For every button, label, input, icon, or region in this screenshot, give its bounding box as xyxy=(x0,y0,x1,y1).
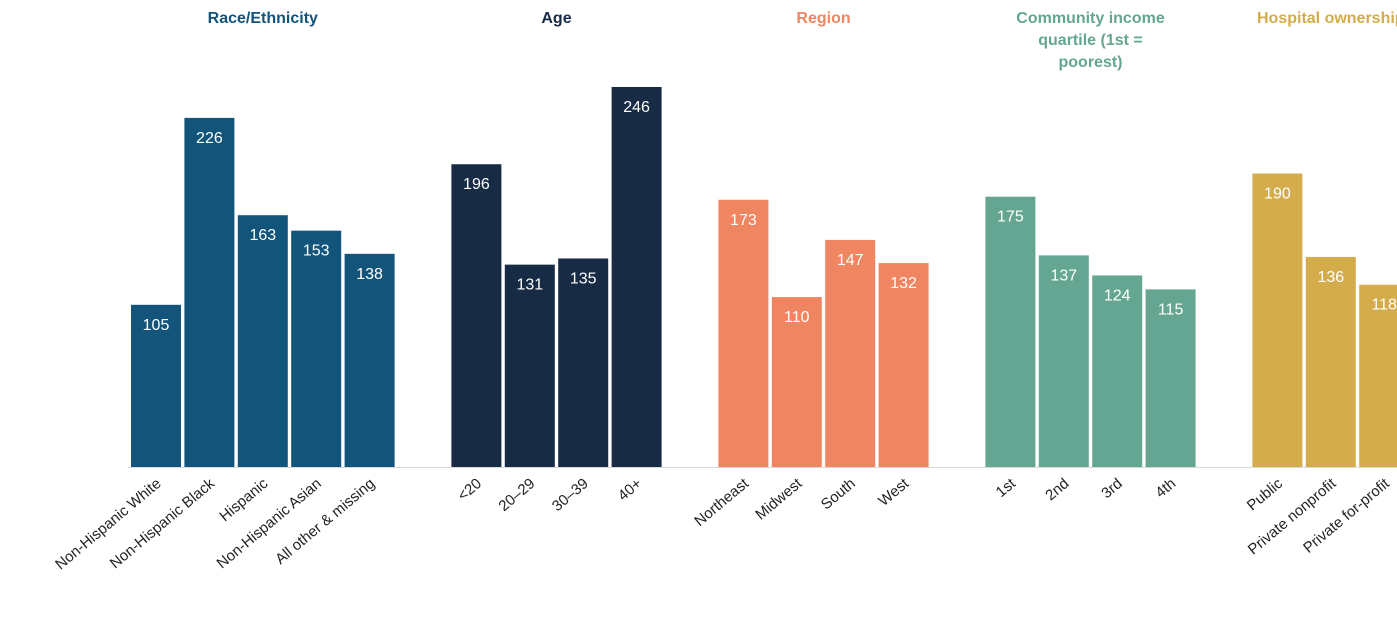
value-label: 110 xyxy=(784,309,810,326)
bar xyxy=(1359,284,1397,467)
bar xyxy=(985,196,1036,467)
value-label: 118 xyxy=(1371,297,1397,314)
category-label: Public xyxy=(1244,475,1287,515)
category-label: South xyxy=(818,475,859,513)
value-label: 175 xyxy=(997,209,1024,226)
group-title: Community income quartile (1st = poorest… xyxy=(1016,10,1165,71)
bar xyxy=(771,297,822,467)
value-label: 135 xyxy=(570,270,597,287)
bar xyxy=(558,258,609,467)
value-label: 153 xyxy=(303,243,330,260)
bar xyxy=(131,304,181,467)
value-label: 115 xyxy=(1158,301,1184,318)
category-label: Private nonprofit xyxy=(1245,475,1340,559)
bar xyxy=(825,239,876,467)
bar xyxy=(237,215,288,467)
bar xyxy=(1305,256,1356,467)
group-title: Race/Ethnicity xyxy=(207,10,318,27)
group-title: Hospital ownership xyxy=(1257,10,1397,27)
category-label: 20–29 xyxy=(495,475,538,515)
category-label: 3rd xyxy=(1098,475,1126,502)
category-label: 40+ xyxy=(615,475,646,505)
category-label: 2nd xyxy=(1042,475,1072,504)
bar xyxy=(344,253,395,467)
category-label: 4th xyxy=(1152,475,1179,501)
value-label: 131 xyxy=(516,277,543,294)
value-label: 196 xyxy=(463,176,490,193)
value-label: 147 xyxy=(837,252,864,269)
bar xyxy=(1252,173,1303,467)
value-label: 138 xyxy=(356,266,383,283)
value-label: 136 xyxy=(1317,269,1344,286)
category-label: Northeast xyxy=(691,475,752,530)
bar xyxy=(504,264,555,467)
value-label: 163 xyxy=(249,227,276,244)
value-label: 246 xyxy=(623,99,650,116)
bar xyxy=(291,230,342,467)
category-label: All other & missing xyxy=(272,475,378,568)
category-label: West xyxy=(875,475,913,510)
value-label: 132 xyxy=(890,275,917,292)
category-label: <20 xyxy=(455,475,485,504)
category-label: 1st xyxy=(993,475,1020,501)
value-label: 173 xyxy=(730,212,757,229)
category-label: 30–39 xyxy=(549,475,592,515)
value-label: 124 xyxy=(1104,287,1131,304)
bar xyxy=(878,263,929,467)
bar xyxy=(718,199,769,467)
value-label: 190 xyxy=(1264,186,1291,203)
value-label: 105 xyxy=(143,317,170,334)
bar xyxy=(1145,289,1196,467)
bar xyxy=(1038,255,1089,467)
group-title: Region xyxy=(796,10,851,27)
value-label: 137 xyxy=(1050,267,1077,284)
group-title: Age xyxy=(541,10,572,27)
value-label: 226 xyxy=(196,130,223,147)
category-label: Midwest xyxy=(752,475,806,524)
bar xyxy=(1092,275,1143,467)
bar xyxy=(451,164,502,467)
bar xyxy=(184,117,235,467)
bar xyxy=(611,87,662,467)
